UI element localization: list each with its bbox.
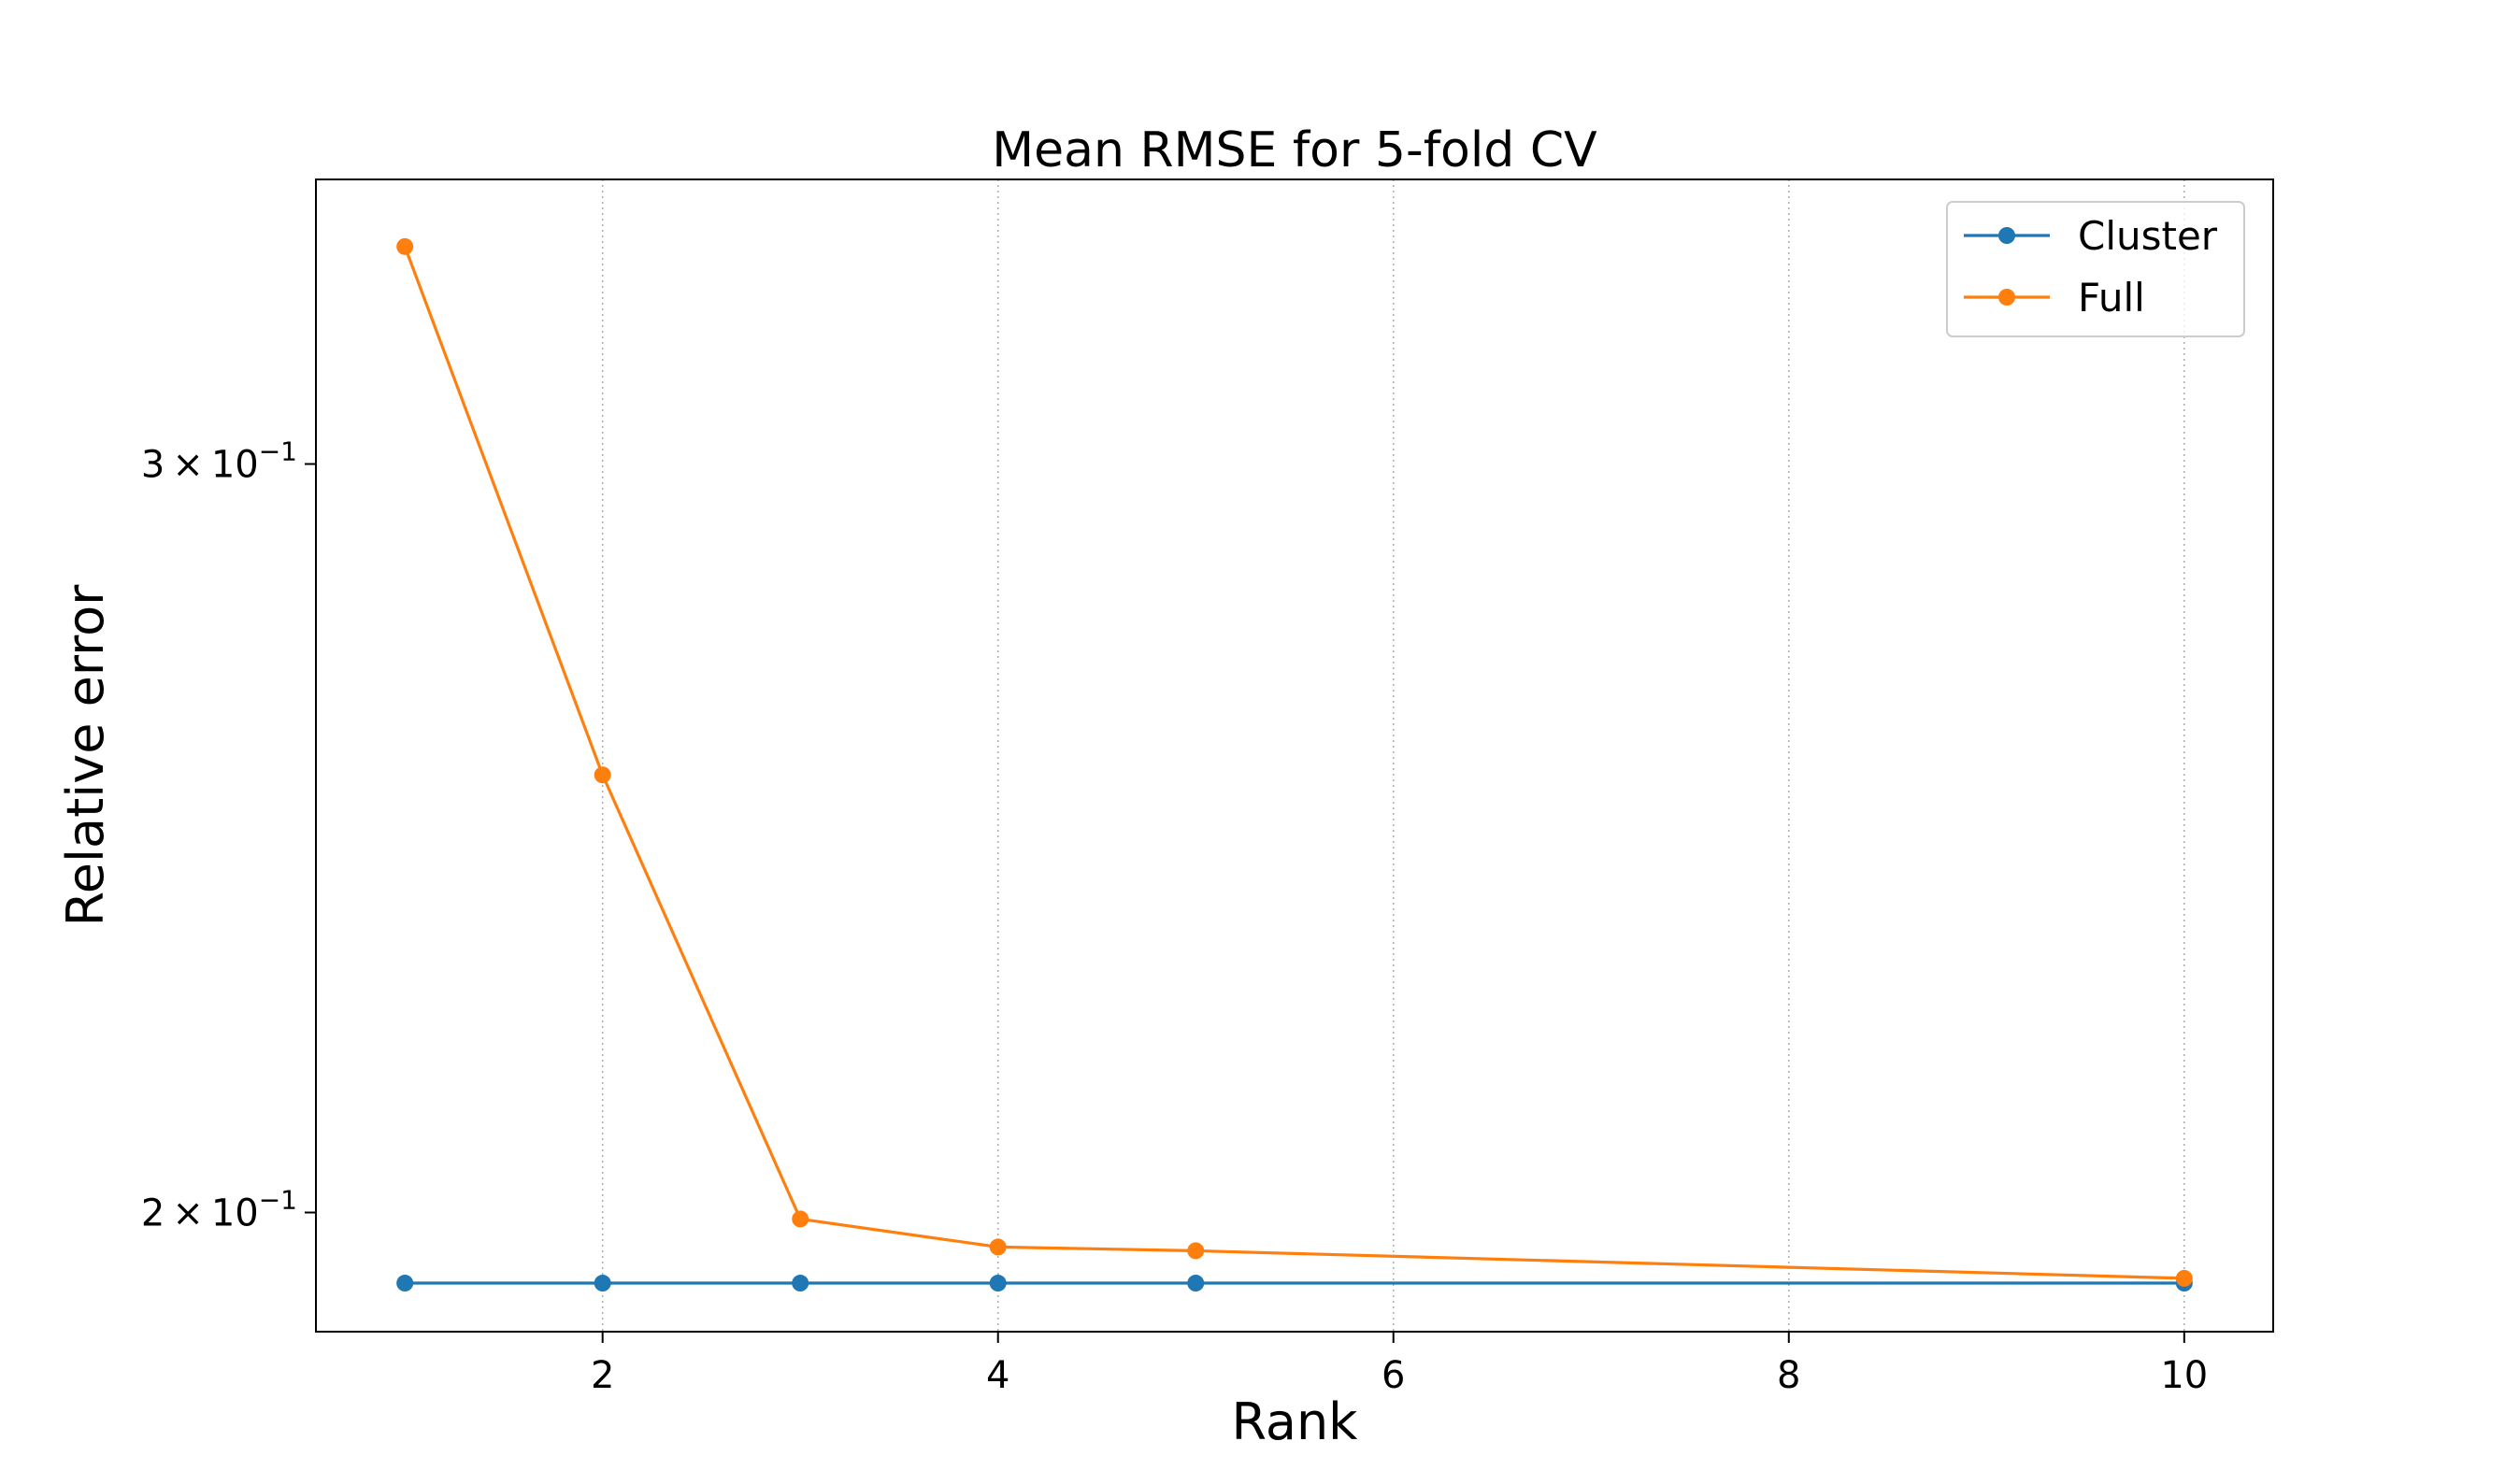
data-point	[792, 1275, 809, 1292]
data-point	[2175, 1269, 2193, 1287]
x-tick-label: 4	[986, 1354, 1009, 1397]
x-axis-ticks: 2 4 6 8 10	[591, 1332, 2208, 1397]
y-axis-label: Relative error	[56, 584, 115, 926]
data-point	[396, 237, 414, 255]
y-tick-label: 3 × 10−1	[141, 436, 297, 487]
x-tick-label: 6	[1381, 1354, 1405, 1397]
legend-marker	[1998, 289, 2015, 306]
data-point	[989, 1275, 1007, 1292]
data-point	[792, 1210, 809, 1228]
x-tick-label: 8	[1777, 1354, 1800, 1397]
legend-entry-cluster: Cluster	[1964, 213, 2218, 259]
grid-layer	[601, 179, 2185, 1332]
y-axis-ticks: 2 × 10−1 3 × 10−1	[141, 436, 316, 1235]
data-point	[1187, 1275, 1205, 1292]
data-point	[594, 766, 611, 784]
chart-title: Mean RMSE for 5-fold CV	[992, 122, 1597, 178]
series-line	[403, 246, 2184, 1280]
series-cluster	[396, 1275, 2193, 1292]
x-tick-label: 10	[2160, 1354, 2208, 1397]
legend: Cluster Full	[1946, 201, 2245, 337]
legend-label: Cluster	[2078, 213, 2218, 259]
data-point	[1187, 1242, 1205, 1260]
legend-marker	[1998, 227, 2015, 244]
y-tick-label: 2 × 10−1	[141, 1185, 297, 1235]
legend-entry-full: Full	[1964, 275, 2145, 321]
series-full	[396, 237, 2193, 1287]
x-tick-label: 2	[591, 1354, 614, 1397]
data-point	[989, 1238, 1007, 1256]
x-axis-label: Rank	[1232, 1392, 1359, 1451]
plot-frame	[315, 178, 2274, 1333]
legend-label: Full	[2078, 275, 2145, 321]
data-point	[396, 1275, 414, 1292]
data-point	[594, 1275, 611, 1292]
series-layer	[396, 237, 2193, 1292]
